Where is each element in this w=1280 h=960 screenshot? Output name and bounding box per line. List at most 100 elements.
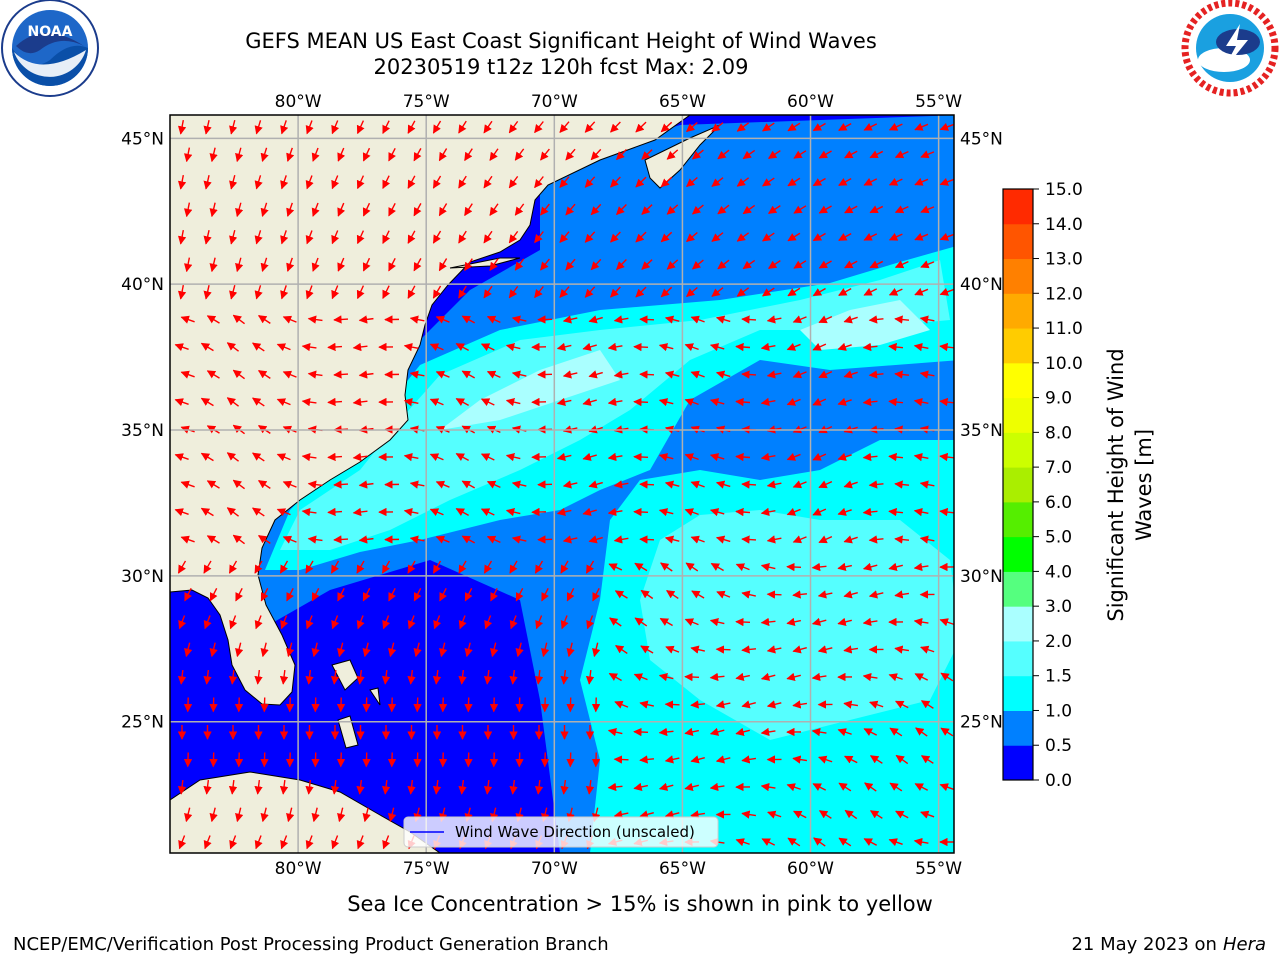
colorbar-tick-label: 2.0 xyxy=(1045,632,1072,652)
wave-arrow xyxy=(664,755,680,764)
wave-arrow xyxy=(844,809,858,820)
wave-arrow xyxy=(736,232,750,242)
wave-arrow xyxy=(177,779,187,795)
wave-arrow xyxy=(311,642,320,658)
wave-arrow xyxy=(209,257,218,273)
colorbar-label-line1: Significant Height of Wind xyxy=(1104,348,1128,621)
colorbar-tick-label: 5.0 xyxy=(1045,528,1072,548)
wave-arrow xyxy=(455,398,469,406)
wave-arrow xyxy=(413,642,422,658)
wave-arrow xyxy=(844,755,858,764)
wave-arrow xyxy=(251,507,265,517)
lon-tick-label-bottom: 75°W xyxy=(403,859,450,879)
wave-arrow xyxy=(760,672,776,681)
wave-arrow xyxy=(184,642,193,658)
wave-arrow xyxy=(209,642,218,658)
wave-arrow xyxy=(766,645,782,654)
wave-arrow xyxy=(177,284,187,300)
wave-arrow xyxy=(330,779,340,795)
wave-arrow xyxy=(461,480,475,489)
wave-arrow xyxy=(458,230,467,244)
wave-arrow xyxy=(895,700,909,709)
wave-arrow xyxy=(868,370,884,379)
wave-arrow xyxy=(407,560,416,574)
colorbar-segment xyxy=(1003,258,1033,294)
wave-arrow xyxy=(660,176,673,188)
lon-tick-label-bottom: 65°W xyxy=(659,859,706,879)
wave-arrow xyxy=(868,535,884,544)
wave-arrow xyxy=(327,397,343,407)
wave-arrow xyxy=(818,315,833,324)
wave-arrow xyxy=(690,370,705,379)
wave-arrow xyxy=(438,148,448,162)
wave-arrow xyxy=(817,645,833,654)
wave-arrow xyxy=(174,453,189,462)
wave-arrow xyxy=(206,315,220,324)
wave-arrow xyxy=(812,177,826,187)
wave-arrow xyxy=(305,835,314,850)
wave-arrow xyxy=(684,398,699,407)
wave-arrow xyxy=(843,480,858,489)
wave-arrow xyxy=(407,615,416,630)
wave-arrow xyxy=(388,257,396,272)
wave-arrow xyxy=(888,397,904,407)
wave-arrow xyxy=(812,452,827,461)
wave-arrow xyxy=(560,615,569,630)
wave-arrow xyxy=(709,343,725,352)
wave-arrow xyxy=(811,672,827,682)
wave-arrow xyxy=(843,645,859,654)
colorbar-tick-label: 10.0 xyxy=(1045,354,1083,374)
wave-arrow xyxy=(760,342,776,352)
wave-arrow xyxy=(844,150,858,159)
wave-arrow xyxy=(562,480,578,489)
colorbar-tick-label: 0.5 xyxy=(1045,736,1072,756)
wave-arrow xyxy=(279,779,289,795)
wave-arrow xyxy=(711,177,724,187)
wave-arrow xyxy=(869,260,884,269)
wave-arrow xyxy=(490,587,498,602)
wave-arrow xyxy=(717,259,730,270)
wave-arrow xyxy=(792,700,808,709)
wave-arrow xyxy=(209,587,218,602)
wave-arrow xyxy=(843,315,858,324)
wave-arrow xyxy=(837,728,852,737)
wave-arrow xyxy=(888,287,903,296)
colorbar-segment xyxy=(1003,189,1033,225)
wave-arrow xyxy=(327,452,343,462)
wave-arrow xyxy=(607,728,623,737)
wave-arrow xyxy=(484,615,493,630)
wave-arrow xyxy=(760,782,776,792)
wave-arrow xyxy=(435,535,450,544)
lat-tick-label-left: 35°N xyxy=(121,421,164,441)
wave-arrow xyxy=(715,315,731,324)
wave-arrow xyxy=(327,507,343,517)
wave-arrow xyxy=(588,370,603,379)
wave-arrow xyxy=(613,535,629,544)
wave-arrow xyxy=(203,560,212,574)
lat-tick-label-left: 30°N xyxy=(121,567,164,587)
colorbar-tick-label: 11.0 xyxy=(1045,319,1083,339)
wave-arrow xyxy=(685,286,698,298)
wave-arrow xyxy=(331,615,340,630)
wave-arrow xyxy=(838,288,852,296)
wave-arrow xyxy=(741,755,757,764)
wave-arrow xyxy=(584,121,596,133)
wave-arrow xyxy=(403,507,419,517)
wave-arrow xyxy=(177,560,187,574)
wave-arrow xyxy=(736,287,750,297)
wave-arrow xyxy=(483,230,493,244)
colorbar-tick-label: 12.0 xyxy=(1045,284,1083,304)
wave-arrow xyxy=(409,535,425,544)
wave-arrow xyxy=(556,342,572,351)
wave-arrow xyxy=(787,287,801,297)
wave-arrow xyxy=(458,779,467,795)
wave-arrow xyxy=(633,507,649,517)
wave-arrow xyxy=(592,587,600,602)
wave-arrow xyxy=(407,779,416,795)
wave-arrow xyxy=(869,150,884,159)
wave-arrow xyxy=(409,315,425,324)
wave-arrow xyxy=(382,615,391,630)
wave-arrow xyxy=(505,343,521,352)
wave-arrow xyxy=(206,480,220,489)
colorbar-tick-label: 1.0 xyxy=(1045,701,1072,721)
